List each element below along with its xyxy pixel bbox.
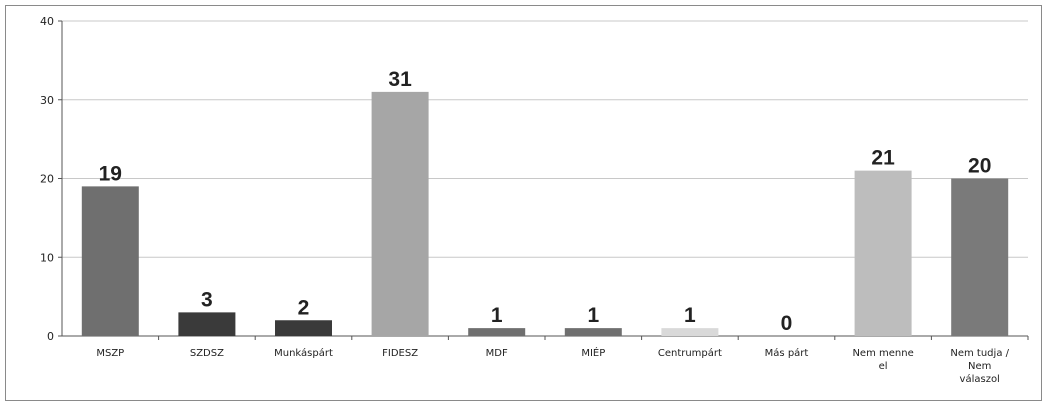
bar	[951, 178, 1009, 336]
bar	[854, 170, 912, 336]
x-tick-label: FIDESZ	[382, 348, 418, 359]
x-tick-label: MIÉP	[581, 346, 605, 359]
x-tick-label: el	[879, 361, 888, 372]
data-label: 31	[388, 68, 412, 91]
bar	[81, 186, 139, 336]
bar	[178, 312, 236, 336]
x-tick-label: Centrumpárt	[658, 347, 722, 359]
data-label: 1	[684, 304, 696, 327]
data-label: 20	[968, 155, 991, 178]
data-label: 0	[781, 312, 793, 335]
x-tick-label: Nem menne	[852, 348, 913, 359]
x-tick-label: Nem tudja /	[950, 348, 1009, 359]
x-tick-label: SZDSZ	[190, 348, 224, 359]
y-tick-label: 40	[40, 15, 54, 28]
data-label: 1	[587, 304, 599, 327]
x-tick-label: Más párt	[765, 347, 809, 359]
x-tick-label: válaszol	[960, 373, 1000, 385]
y-tick-label: 20	[40, 173, 54, 186]
bar	[468, 328, 526, 336]
bar	[371, 91, 429, 336]
y-tick-label: 30	[40, 94, 54, 107]
data-label: 2	[298, 296, 310, 319]
data-label: 1	[491, 304, 503, 327]
y-tick-label: 0	[47, 330, 54, 343]
x-tick-label: MSZP	[96, 348, 124, 359]
y-tick-label: 10	[40, 251, 54, 264]
data-label: 19	[99, 162, 122, 185]
chart-frame	[5, 5, 1042, 401]
bar	[275, 320, 332, 336]
x-tick-label: Nem	[968, 361, 991, 372]
x-tick-label: MDF	[486, 348, 508, 359]
bar	[564, 328, 622, 336]
data-label: 21	[871, 147, 895, 170]
x-tick-label: Munkáspárt	[274, 347, 333, 359]
bar	[661, 328, 719, 336]
data-label: 3	[201, 288, 213, 311]
